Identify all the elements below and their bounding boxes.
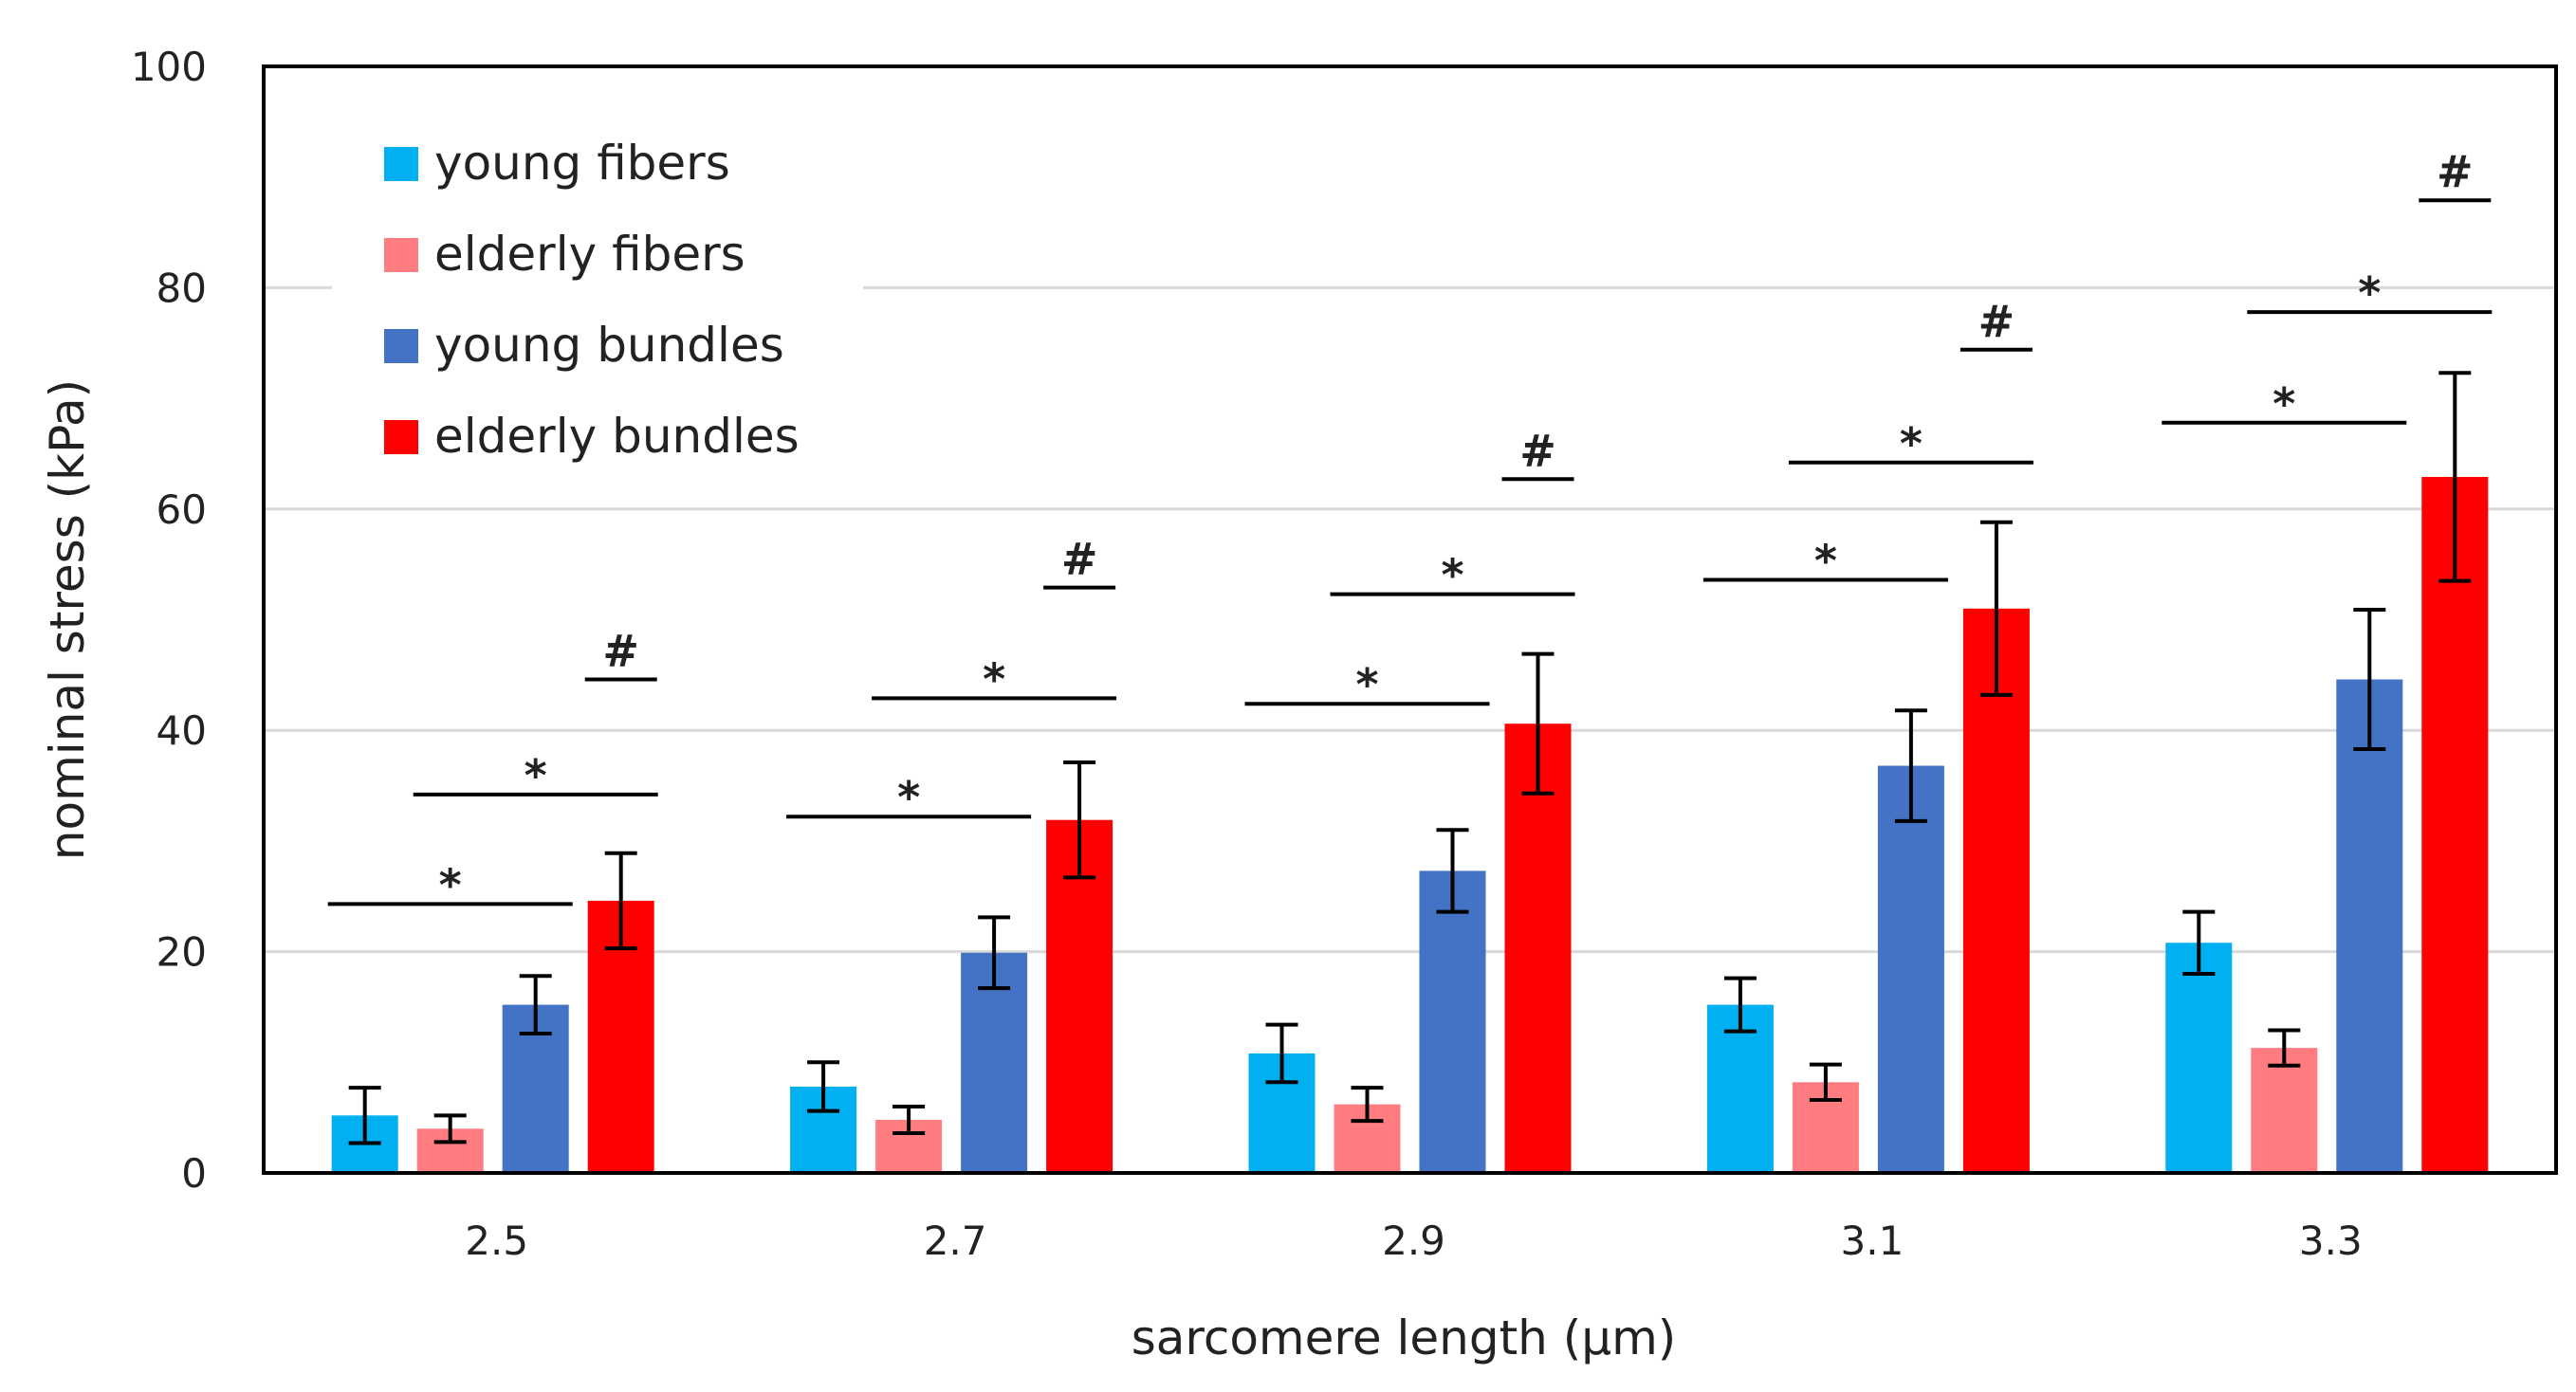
- legend-label: elderly fibers: [434, 227, 745, 282]
- x-tick-label: 2.9: [1382, 1218, 1445, 1264]
- bar: [2251, 1048, 2318, 1173]
- significance-star: *: [1900, 418, 1923, 469]
- significance-hash: #: [1519, 425, 1556, 476]
- y-tick-label: 60: [156, 486, 207, 533]
- significance-star: *: [524, 750, 547, 801]
- legend-label: elderly bundles: [434, 409, 800, 464]
- plot-area-frame: [262, 64, 2558, 1175]
- y-tick-label: 20: [156, 929, 207, 976]
- bar: [2421, 476, 2489, 1173]
- x-tick-label: 3.1: [1841, 1218, 1904, 1264]
- significance-star: *: [1355, 659, 1378, 710]
- x-axis-title: sarcomere length (µm): [1132, 1310, 1677, 1365]
- bar: [1877, 765, 1944, 1173]
- significance-annotations: * * # * * # * * # * * # * * #: [327, 146, 2493, 910]
- legend-background: [332, 119, 863, 479]
- x-axis-ticks: 2.5 2.7 2.9 3.1 3.3: [465, 1218, 2362, 1264]
- y-tick-label: 80: [156, 265, 207, 311]
- significance-star: *: [1814, 535, 1837, 586]
- y-tick-label: 100: [131, 44, 207, 90]
- error-bars: [348, 371, 2472, 1145]
- significance-star: *: [983, 653, 1005, 705]
- significance-star: *: [897, 772, 920, 823]
- legend-swatch: [384, 420, 418, 454]
- significance-hash: #: [1061, 534, 1098, 585]
- significance-star: *: [439, 859, 462, 910]
- bar: [2165, 943, 2233, 1173]
- legend-swatch: [384, 147, 418, 181]
- significance-hash: #: [2437, 146, 2474, 197]
- x-tick-label: 3.3: [2299, 1218, 2363, 1264]
- legend-swatch: [384, 329, 418, 363]
- bar: [1419, 870, 1486, 1173]
- legend-swatch: [384, 238, 418, 272]
- bar: [2336, 679, 2403, 1173]
- significance-star: *: [2358, 267, 2381, 319]
- y-tick-label: 40: [156, 707, 207, 754]
- legend-label: young fibers: [434, 136, 730, 191]
- bars: [331, 476, 2489, 1173]
- significance-hash: #: [1978, 296, 2015, 347]
- x-tick-label: 2.5: [465, 1218, 528, 1264]
- bar: [1504, 723, 1572, 1173]
- y-axis-ticks: 0 20 40 60 80 100: [131, 44, 207, 1197]
- y-tick-label: 0: [181, 1150, 207, 1197]
- significance-star: *: [2272, 378, 2295, 430]
- legend-label: young bundles: [434, 318, 784, 373]
- legend: young fibers elderly fibers young bundles e…: [332, 119, 863, 479]
- significance-hash: #: [602, 626, 639, 677]
- significance-star: *: [1441, 550, 1463, 601]
- x-tick-label: 2.7: [924, 1218, 987, 1264]
- bar: [1962, 608, 2030, 1173]
- y-axis-title: nominal stress (kPa): [40, 379, 95, 860]
